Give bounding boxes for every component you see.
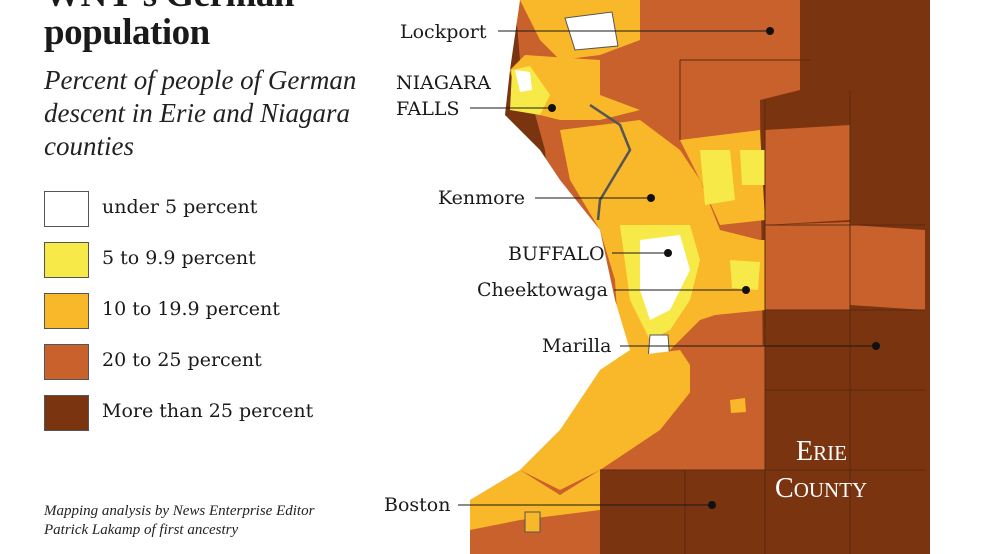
county-line1: ERIE [796, 436, 847, 467]
legend-item-over-25: More than 25 percent [44, 395, 374, 433]
credit-text: Mapping analysis by News Enterprise Edit… [44, 503, 315, 538]
legend-item-20-to-25: 20 to 25 percent [44, 344, 374, 382]
legend-item-under-5: under 5 percent [44, 191, 374, 229]
label-boston: Boston [384, 494, 450, 516]
legend-label: under 5 percent [102, 196, 258, 218]
legend-swatch [44, 293, 89, 329]
legend-label: 5 to 9.9 percent [102, 247, 256, 269]
page-title: WNY's German population [44, 0, 294, 53]
label-niagara-2: FALLS [396, 98, 460, 120]
leader-lines [458, 30, 876, 506]
legend-swatch [44, 344, 89, 380]
legend-swatch [44, 242, 89, 278]
niagara-falls-dot [548, 104, 556, 112]
marilla-dot [872, 342, 880, 350]
legend-item-10-to-19: 10 to 19.9 percent [44, 293, 374, 331]
buffalo-dot [664, 249, 672, 257]
town-boundaries [600, 59, 925, 554]
lockport-dot [766, 27, 774, 35]
legend-swatch [44, 395, 89, 431]
place-labels: Lockport NIAGARA FALLS Kenmore BUFFALO C… [384, 21, 611, 516]
boston-dot [708, 501, 716, 509]
legend-item-5-to-9: 5 to 9.9 percent [44, 242, 374, 280]
label-kenmore: Kenmore [438, 187, 525, 209]
niagara-river [589, 103, 632, 221]
cheektowaga-dot [742, 286, 750, 294]
county-label: ERIE COUNTY [775, 436, 867, 504]
county-line2: COUNTY [775, 473, 867, 504]
lake-shoreline [380, 0, 630, 554]
label-marilla: Marilla [542, 335, 611, 357]
legend-swatch [44, 191, 89, 227]
page-subtitle: Percent of people of German descent in E… [44, 65, 357, 161]
kenmore-dot [647, 194, 655, 202]
place-markers [548, 27, 880, 509]
legend-label: More than 25 percent [102, 400, 314, 422]
legend-label: 10 to 19.9 percent [102, 298, 280, 320]
label-lockport: Lockport [400, 21, 487, 43]
legend-label: 20 to 25 percent [102, 349, 262, 371]
label-niagara-1: NIAGARA [396, 72, 491, 94]
label-buffalo: BUFFALO [508, 243, 605, 265]
label-cheektowaga: Cheektowaga [477, 279, 608, 301]
